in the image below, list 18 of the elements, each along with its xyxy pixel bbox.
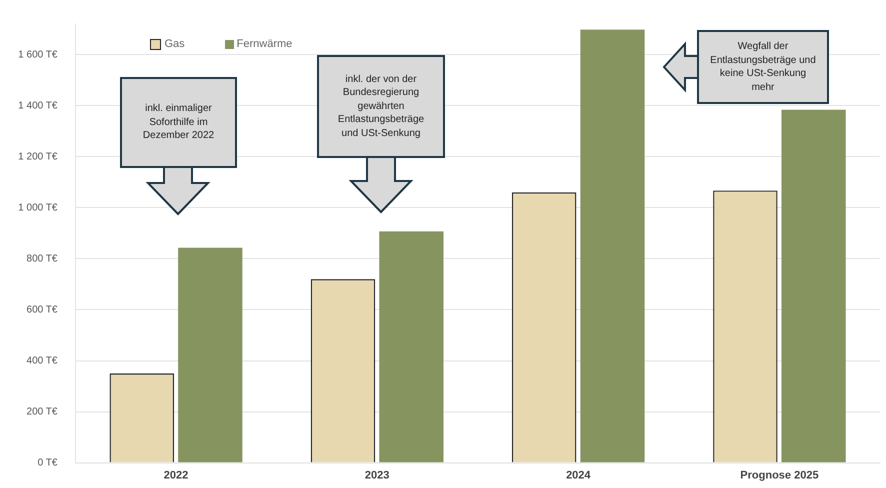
callout-box: inkl. einmaliger Soforthilfe im Dezember 2022 [120,77,237,168]
y-tick-label: 200 T€ [26,406,58,418]
y-tick-label: 1 400 T€ [18,100,58,112]
y-tick-label: 0 T€ [38,458,58,469]
x-tick-label: 2024 [566,469,592,482]
y-tick-label: 800 T€ [26,253,58,264]
y-tick-label: 400 T€ [26,356,58,367]
legend-label: Fernwärme [236,38,292,50]
x-tick-label: 2023 [364,469,390,482]
callout-box: inkl. der von der Bundesregierung gewährten Entlastungsbeträge und USt-Senkung [317,55,445,158]
legend-label: Gas [164,38,185,50]
x-tick-label: 2022 [164,469,188,482]
callout-box: Wegfall der Entlastungsbeträge und keine USt-Senkung mehr [697,30,829,104]
x-tick-label: Prognose 2025 [740,469,819,482]
y-tick-label: 600 T€ [26,304,58,316]
y-tick-label: 1 600 T€ [18,49,58,60]
y-tick-label: 1 200 T€ [18,151,58,162]
y-tick-label: 1 000 T€ [18,202,58,214]
